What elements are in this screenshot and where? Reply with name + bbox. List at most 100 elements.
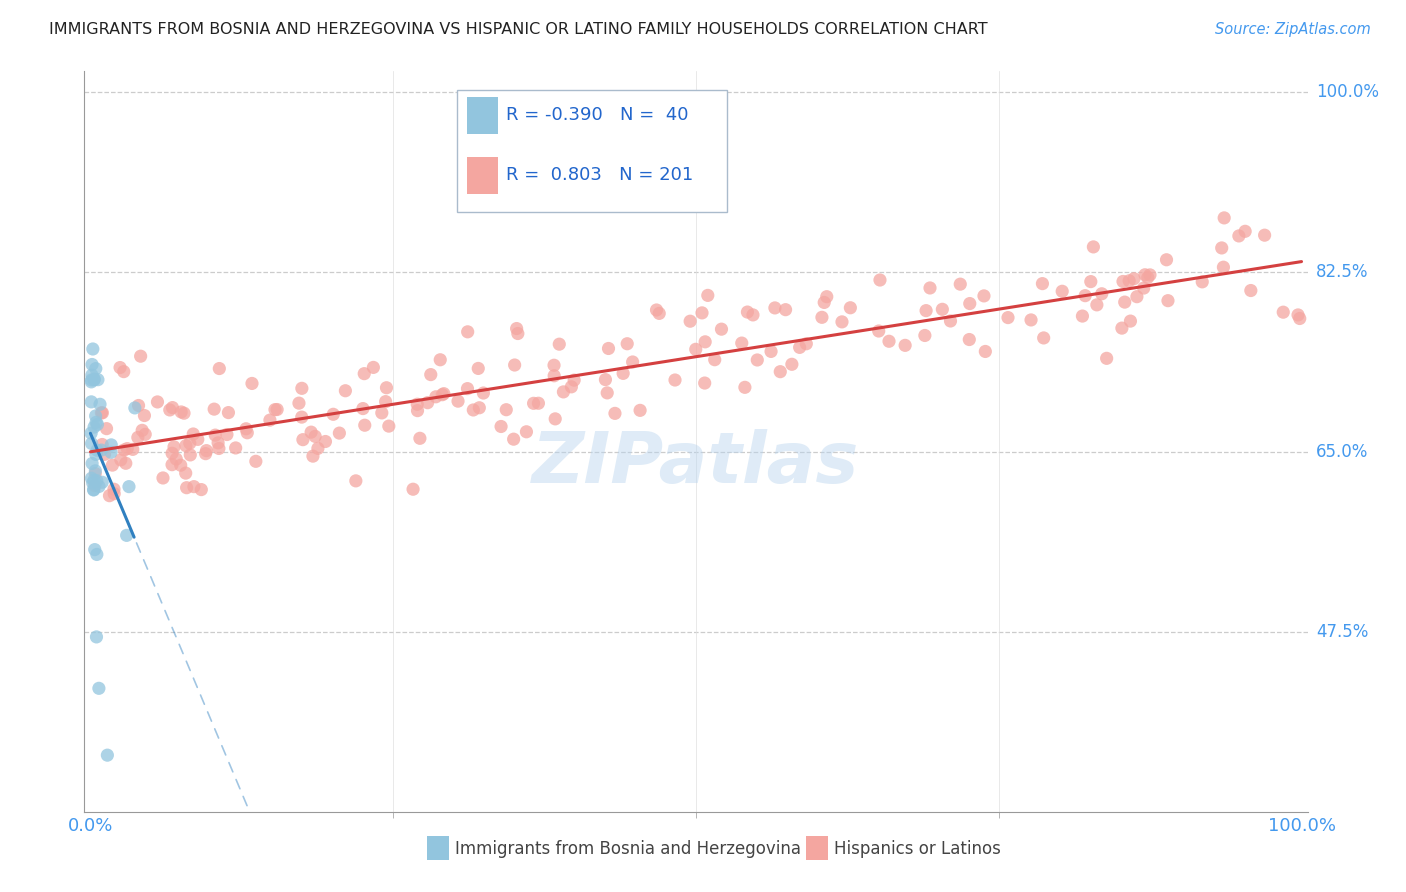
Point — [949, 277, 972, 292]
Point — [299, 425, 322, 439]
Point — [839, 301, 862, 315]
Point — [402, 482, 425, 496]
Point — [344, 474, 367, 488]
Point — [87, 681, 110, 696]
Point — [527, 396, 550, 410]
FancyBboxPatch shape — [457, 90, 727, 212]
Point — [91, 437, 114, 451]
Point — [690, 306, 713, 320]
Point — [648, 306, 671, 320]
Point — [80, 358, 103, 372]
Point — [664, 373, 686, 387]
Point — [264, 402, 287, 417]
Point — [425, 390, 447, 404]
Point — [645, 303, 668, 318]
Point — [918, 281, 941, 295]
Point — [82, 457, 104, 471]
Point — [236, 425, 259, 440]
Point — [129, 349, 152, 363]
Point — [176, 481, 198, 495]
Text: R = -0.390   N =  40: R = -0.390 N = 40 — [506, 106, 689, 124]
Point — [187, 433, 209, 447]
Point — [118, 480, 141, 494]
Point — [96, 422, 118, 436]
Point — [877, 334, 900, 349]
Point — [80, 436, 103, 450]
Point — [82, 342, 104, 356]
Point — [363, 360, 385, 375]
Point — [1071, 309, 1094, 323]
Point — [1050, 285, 1073, 299]
Point — [515, 425, 537, 439]
Point — [259, 413, 281, 427]
Point — [406, 403, 429, 417]
Point — [322, 407, 344, 421]
Point — [1019, 313, 1042, 327]
Point — [100, 438, 122, 452]
Point — [87, 373, 110, 387]
Point — [134, 427, 156, 442]
Text: Immigrants from Bosnia and Herzegovina: Immigrants from Bosnia and Herzegovina — [456, 839, 801, 858]
Point — [83, 483, 105, 497]
Point — [1272, 305, 1295, 319]
Point — [304, 429, 326, 443]
Point — [217, 406, 239, 420]
Point — [80, 373, 103, 387]
Point — [84, 464, 107, 478]
Point — [1288, 311, 1310, 326]
Point — [769, 365, 792, 379]
Point — [162, 401, 184, 415]
Point — [457, 325, 479, 339]
Point — [742, 308, 765, 322]
Point — [302, 449, 325, 463]
Point — [371, 406, 394, 420]
Text: R =  0.803   N = 201: R = 0.803 N = 201 — [506, 166, 693, 184]
Point — [523, 396, 546, 410]
Point — [353, 418, 375, 433]
Point — [84, 416, 107, 430]
Point — [419, 368, 441, 382]
Point — [959, 296, 981, 310]
Point — [1253, 228, 1275, 243]
Point — [1240, 284, 1263, 298]
Point — [83, 478, 105, 492]
Point — [1234, 224, 1257, 238]
Point — [693, 376, 716, 390]
Point — [1123, 271, 1146, 285]
Point — [291, 381, 314, 395]
Point — [915, 303, 938, 318]
Point — [544, 412, 567, 426]
Point — [1119, 314, 1142, 328]
Point — [335, 384, 357, 398]
Point — [502, 432, 524, 446]
Point — [775, 302, 797, 317]
Point — [352, 401, 374, 416]
Point — [596, 385, 619, 400]
Point — [83, 542, 105, 557]
Point — [685, 343, 707, 357]
Point — [208, 442, 231, 456]
Point — [1091, 286, 1114, 301]
Point — [1211, 241, 1233, 255]
Point — [83, 483, 105, 497]
Point — [447, 394, 470, 409]
Point — [375, 381, 398, 395]
Point — [1118, 274, 1140, 288]
Point — [128, 399, 150, 413]
Point — [91, 406, 114, 420]
Point — [1136, 270, 1159, 285]
Point — [1074, 288, 1097, 302]
Text: 82.5%: 82.5% — [1316, 263, 1368, 281]
Point — [815, 290, 838, 304]
Point — [931, 302, 953, 317]
Point — [894, 338, 917, 352]
Point — [869, 273, 891, 287]
Point — [152, 471, 174, 485]
Point — [87, 479, 110, 493]
Point — [86, 474, 108, 488]
Point — [112, 442, 135, 457]
Point — [1213, 211, 1236, 225]
Point — [939, 314, 962, 328]
Point — [463, 403, 485, 417]
Text: ZIPatlas: ZIPatlas — [533, 429, 859, 499]
